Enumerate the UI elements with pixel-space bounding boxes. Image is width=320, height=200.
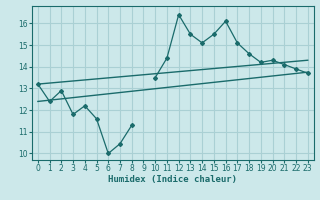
X-axis label: Humidex (Indice chaleur): Humidex (Indice chaleur) (108, 175, 237, 184)
